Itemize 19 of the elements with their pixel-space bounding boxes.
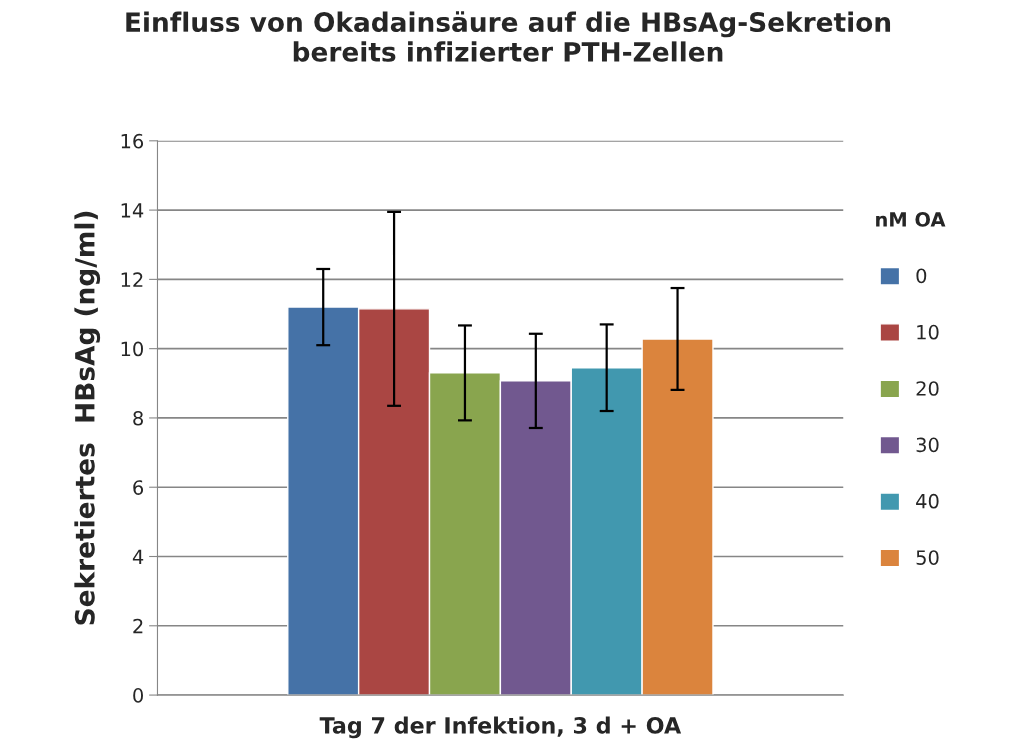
y-tick-label: 16: [121, 133, 144, 149]
chart-title: Einfluss von Okadainsäure auf die HBsAg-Sekretion bereits infizierter PTH-Zellen: [126, 11, 891, 62]
legend-title: nM OA: [876, 212, 946, 227]
legend-label: 0: [916, 268, 927, 284]
y-tick-label: 4: [132, 549, 144, 564]
legend-label: 10: [917, 324, 939, 340]
y-tick-label: 0: [133, 688, 143, 703]
y-tick-label: 14: [121, 203, 144, 218]
y-tick-label: 2: [133, 618, 143, 634]
y-tick-label: 12: [121, 272, 143, 287]
legend-label: 30: [916, 437, 939, 453]
y-tick-label: 8: [133, 410, 143, 426]
legend-label: 20: [916, 381, 939, 396]
y-tick-label: 6: [133, 480, 144, 495]
y-tick-label: 10: [121, 341, 143, 357]
x-axis-title: Tag 7 der Infektion, 3 d + OA: [319, 716, 682, 739]
legend-label: 50: [916, 550, 939, 565]
y-axis-title: Sekretiertes HBsAg (ng/ml): [74, 211, 101, 625]
legend-label: 40: [916, 493, 939, 509]
